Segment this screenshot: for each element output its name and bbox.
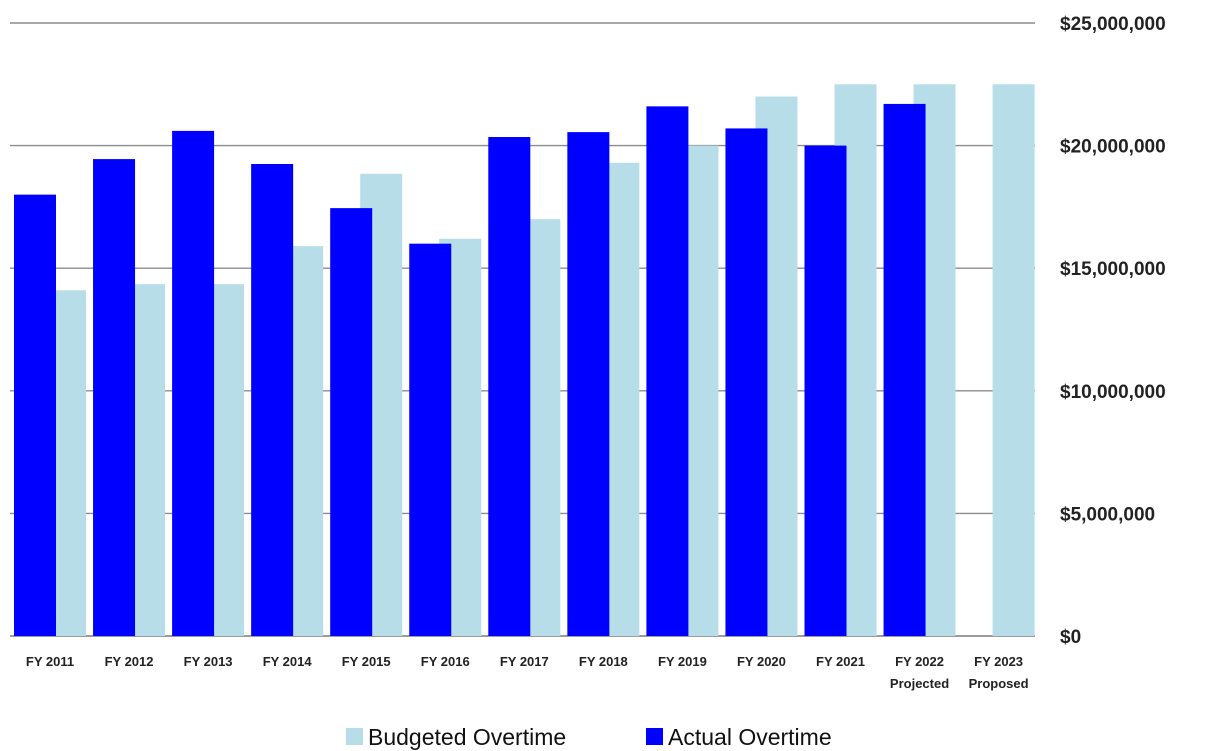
actual-overtime-bar [409,243,452,636]
x-tick-label: FY 2011 [26,654,74,669]
legend: Budgeted Overtime Actual Overtime [346,724,832,750]
legend-swatch [646,728,663,745]
actual-overtime-bar [14,194,56,636]
x-axis: FY 2011 FY 2012 FY 2013 FY 2014 FY 2015 FY 20… [26,654,1029,691]
actual-overtime-bar [93,159,136,636]
x-tick-label: FY 2022 [895,654,944,669]
y-axis: $0 $5,000,000 $10,000,000 $15,000,000 $20,00… [1060,14,1166,648]
actual-overtime-bar [172,130,215,636]
x-tick-label: FY 2016 [421,654,470,669]
x-tick-label: FY 2020 [737,654,786,669]
x-tick-label: FY 2015 [342,654,391,669]
x-tick-label: FY 2018 [579,654,628,669]
actual-overtime-bar [488,137,531,636]
y-tick-label: $5,000,000 [1060,504,1155,525]
x-tick-label: FY 2021 [816,654,865,669]
actual-overtime-bar [646,106,689,637]
x-tick-label: Proposed [969,676,1029,691]
budgeted-overtime-bar [992,84,1035,637]
y-tick-label: $20,000,000 [1060,137,1166,158]
y-tick-label: $15,000,000 [1060,259,1166,280]
actual-overtime-bar [330,208,373,636]
actual-overtime-bar [251,163,294,637]
x-tick-label: FY 2019 [658,654,707,669]
y-tick-label: $10,000,000 [1060,382,1166,403]
legend-label: Budgeted Overtime [368,724,566,750]
x-tick-label: FY 2017 [500,654,549,669]
x-tick-label: FY 2023 [974,654,1023,669]
actual-overtime-bar [804,145,847,636]
actual-overtime-bar [725,128,768,636]
actual-overtime-bar [567,132,610,636]
x-tick-label: FY 2014 [263,654,313,669]
bars [14,84,1035,637]
legend-label: Actual Overtime [668,724,832,750]
y-tick-label: $0 [1060,627,1081,648]
x-tick-label: FY 2013 [184,654,233,669]
actual-overtime-bar [883,103,926,636]
x-tick-label: Projected [890,676,949,691]
x-tick-label: FY 2012 [105,654,154,669]
legend-swatch [346,728,363,745]
y-tick-label: $25,000,000 [1060,14,1166,35]
